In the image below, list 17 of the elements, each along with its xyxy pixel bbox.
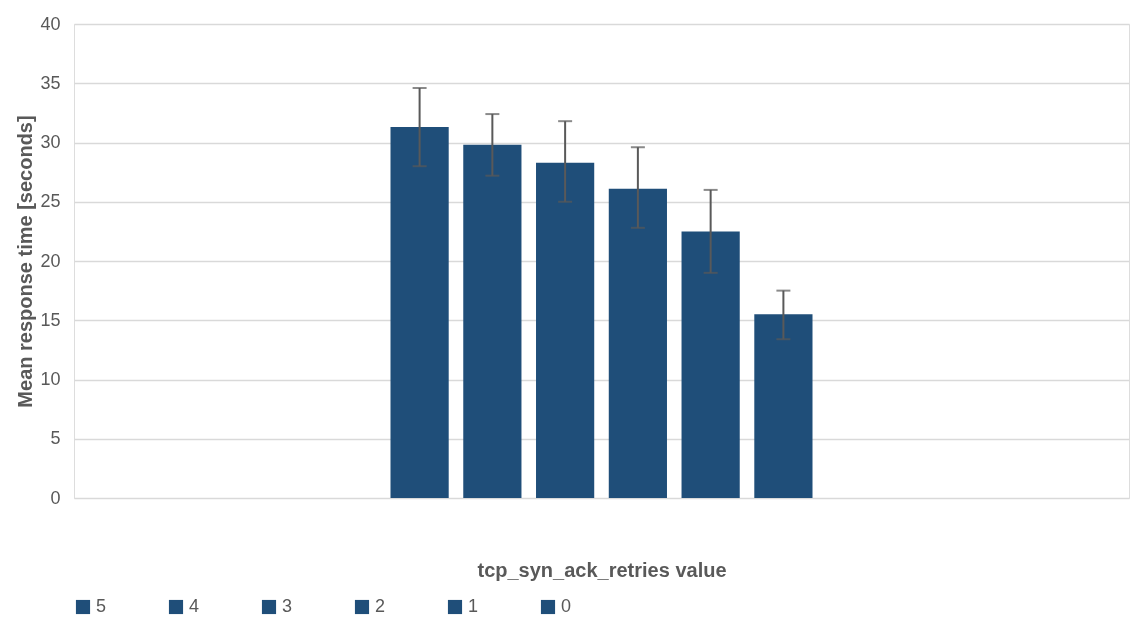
y-axis-title: Mean response time [seconds] [14,115,37,408]
y-tick-label: 15 [40,309,61,330]
legend-label: 3 [282,596,293,616]
y-tick-label: 35 [40,72,61,93]
y-tick-label: 5 [50,428,61,449]
legend-label: 0 [561,596,572,616]
y-tick-label: 20 [40,250,61,271]
y-tick-label: 10 [40,369,61,389]
legend-label: 5 [96,596,107,616]
x-axis-title: tcp_syn_ack_retries value [477,558,727,581]
legend-label: 1 [468,596,479,616]
y-tick-label: 25 [40,191,61,212]
y-tick-label: 40 [40,13,61,34]
legend-label: 2 [375,596,386,616]
y-tick-label: 0 [50,487,61,508]
legend-label: 4 [189,596,200,616]
y-tick-label: 30 [40,132,61,152]
